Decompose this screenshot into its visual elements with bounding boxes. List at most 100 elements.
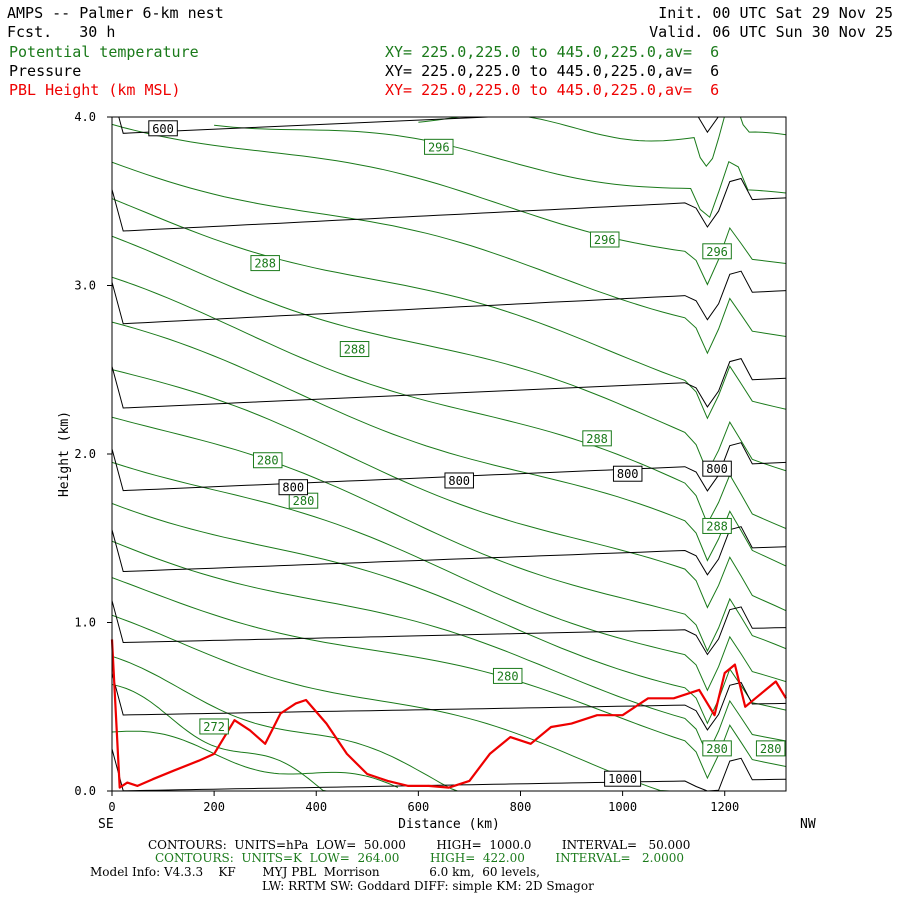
y-tick-label: 0.0	[74, 784, 96, 798]
footer-model-info: Model Info: V4.3.3 KF MYJ PBL Morrison 6…	[90, 865, 540, 879]
y-tick-label: 2.0	[74, 447, 96, 461]
theta-contour-298	[214, 124, 786, 219]
x-end-label-right: NW	[800, 817, 816, 832]
pressure-contour-850	[112, 526, 786, 576]
theta-contour-282	[112, 416, 786, 653]
svg-text:280: 280	[706, 742, 728, 756]
theta-contour-292	[112, 198, 786, 420]
svg-text:288: 288	[706, 519, 728, 533]
theta-label: 272	[199, 718, 229, 735]
forecast-hour: Fcst. 30 h	[7, 23, 116, 41]
theta-contour-284	[112, 369, 786, 612]
theta-contour-296	[112, 123, 786, 286]
theta-contour-286	[112, 321, 786, 567]
y-tick-label: 4.0	[74, 110, 96, 124]
theta-label: 296	[702, 243, 732, 260]
svg-text:280: 280	[760, 742, 782, 756]
theta-label: 280	[252, 452, 283, 469]
x-tick-label: 400	[305, 800, 327, 814]
valid-time: Valid. 06 UTC Sun 30 Nov 25	[649, 23, 893, 41]
field-name-pbl: PBL Height (km MSL)	[9, 81, 181, 99]
theta-label: 288	[250, 255, 280, 272]
pressure-label: 1000	[604, 770, 642, 787]
field-xy-pbl: XY= 225.0,225.0 to 445.0,225.0,av= 6	[385, 81, 720, 99]
theta-label: 280	[492, 667, 523, 684]
pressure-contour-650	[112, 177, 786, 232]
svg-text:296: 296	[706, 245, 728, 259]
pressure-contour-950	[112, 672, 786, 731]
pressure-label: 800	[612, 465, 643, 482]
svg-text:272: 272	[203, 720, 225, 734]
svg-text:1000: 1000	[608, 772, 637, 786]
x-tick-label: 800	[510, 800, 532, 814]
x-tick-label: 0	[108, 800, 115, 814]
field-name-theta: Potential temperature	[9, 43, 199, 61]
axes: 0 200 400 600 800 1000 1200 0.0 1.0 2.0 3.0 4.0 Dist…	[57, 110, 816, 832]
theta-label: 280	[702, 740, 732, 757]
contour-labels: 272 280 280 280 280 280 288 288 288 288 296 296 296 6…	[148, 120, 786, 787]
theta-contour-278	[112, 503, 786, 725]
pressure-label: 800	[702, 460, 732, 477]
theta-label: 280	[755, 740, 786, 757]
chart-title: AMPS -- Palmer 6-km nest	[7, 4, 224, 22]
svg-text:288: 288	[344, 343, 366, 357]
theta-contours	[112, 117, 786, 791]
svg-text:280: 280	[293, 494, 315, 508]
footer-theta-contours: CONTOURS: UNITS=K LOW= 264.00 HIGH= 422.…	[155, 851, 684, 865]
theta-label: 288	[339, 341, 370, 358]
theta-contour-290	[112, 235, 786, 474]
y-tick-label: 1.0	[74, 616, 96, 630]
x-tick-label: 1000	[608, 800, 637, 814]
plot-frame	[111, 116, 787, 792]
theta-label: 288	[702, 517, 732, 534]
pressure-contour-900	[112, 600, 786, 656]
theta-contour-276	[112, 540, 786, 756]
x-axis-label: Distance (km)	[398, 817, 500, 832]
cross-section-chart: 272 280 280 280 280 280 288 288 288 288 296 296 296 6…	[57, 110, 816, 832]
pressure-label: 800	[278, 479, 309, 496]
svg-text:800: 800	[706, 462, 728, 476]
y-axis-label: Height (km)	[57, 411, 72, 497]
x-tick-label: 1200	[710, 800, 739, 814]
theta-label: 296	[424, 138, 454, 155]
svg-text:600: 600	[152, 122, 174, 136]
footer-pressure-contours: CONTOURS: UNITS=hPa LOW= 50.000 HIGH= 10…	[148, 838, 691, 852]
field-xy-pressure: XY= 225.0,225.0 to 445.0,225.0,av= 6	[385, 62, 720, 80]
theta-contour-266	[112, 730, 399, 788]
x-tick-label: 200	[203, 800, 225, 814]
x-tick-label: 600	[408, 800, 430, 814]
pressure-contours	[112, 117, 786, 791]
theta-contour-272	[112, 614, 689, 791]
pressure-label: 600	[148, 120, 178, 137]
y-tick-label: 3.0	[74, 279, 96, 293]
svg-text:296: 296	[428, 140, 450, 154]
init-time: Init. 00 UTC Sat 29 Nov 25	[658, 4, 893, 22]
theta-label: 288	[582, 430, 612, 447]
pressure-contour-750	[112, 358, 786, 409]
theta-contour-294	[112, 161, 786, 355]
pbl-height-series	[110, 639, 787, 789]
theta-contour-268	[112, 684, 327, 791]
field-xy-theta: XY= 225.0,225.0 to 445.0,225.0,av= 6	[385, 43, 720, 61]
svg-text:800: 800	[448, 474, 470, 488]
theta-contour-270	[112, 655, 470, 791]
theta-contour-288	[112, 276, 786, 529]
svg-text:296: 296	[594, 233, 616, 247]
pressure-contour-700	[112, 270, 786, 325]
theta-contour-274	[112, 577, 786, 780]
svg-text:288: 288	[586, 432, 608, 446]
svg-text:280: 280	[497, 669, 519, 683]
field-name-pressure: Pressure	[9, 62, 82, 80]
svg-text:288: 288	[254, 257, 276, 271]
pressure-contour-1000	[112, 748, 786, 791]
x-end-label-left: SE	[98, 817, 114, 832]
theta-contour-280	[112, 461, 786, 692]
pbl-height-line	[110, 639, 787, 789]
theta-label: 280	[288, 492, 319, 509]
pressure-label: 800	[444, 472, 474, 489]
theta-contour-300	[418, 117, 786, 168]
svg-text:800: 800	[617, 467, 639, 481]
pressure-contour-600	[118, 117, 719, 134]
footer-physics-info: LW: RRTM SW: Goddard DIFF: simple KM: 2D…	[262, 879, 594, 893]
svg-text:800: 800	[282, 481, 304, 495]
